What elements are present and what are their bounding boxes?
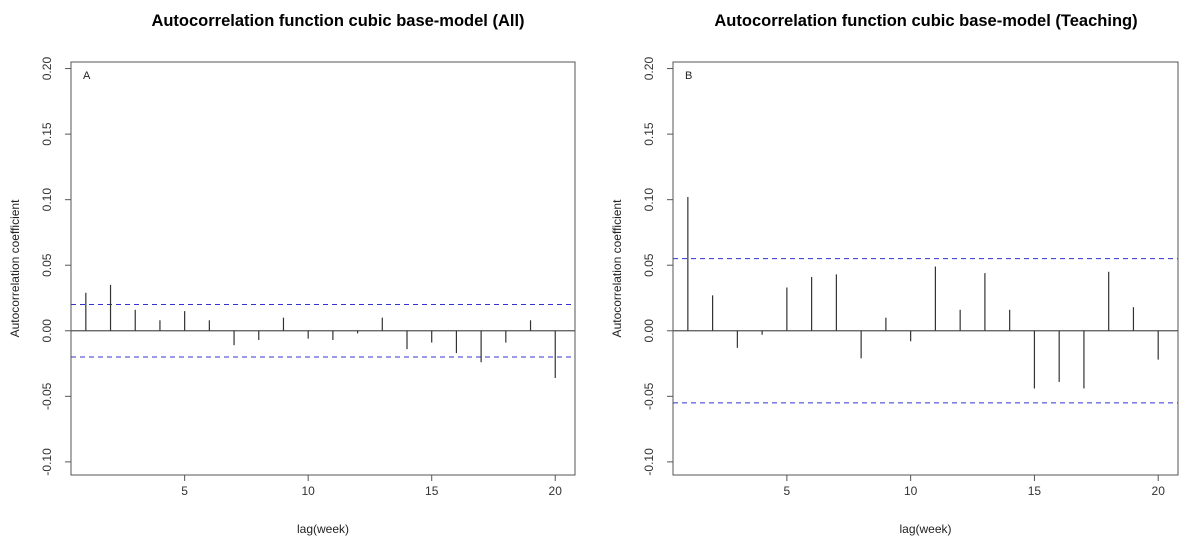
panel-label: A	[83, 70, 91, 82]
y-tick-label: -0.10	[642, 448, 656, 476]
x-axis-label: lag(week)	[297, 522, 349, 536]
chart-title: Autocorrelation function cubic base-mode…	[714, 12, 1137, 30]
y-tick-label: -0.05	[642, 382, 656, 410]
x-tick-label: 20	[1152, 484, 1166, 498]
y-tick-label: 0.15	[40, 122, 54, 146]
plot-frame	[70, 61, 576, 476]
chart-title: Autocorrelation function cubic base-mode…	[151, 12, 524, 30]
y-tick-label: 0.20	[642, 57, 656, 81]
x-tick-label: 5	[784, 484, 791, 498]
panel-label: B	[685, 70, 692, 82]
y-tick-label: 0.00	[40, 319, 54, 343]
x-axis-label: lag(week)	[899, 522, 951, 536]
y-tick-label: 0.15	[642, 122, 656, 146]
y-axis-label: Autocorrelation coefficient	[610, 199, 624, 338]
y-tick-label: 0.05	[40, 253, 54, 277]
y-tick-label: 0.20	[40, 57, 54, 81]
plot-frame	[672, 61, 1179, 476]
y-axis-label: Autocorrelation coefficient	[8, 199, 22, 338]
x-tick-label: 10	[301, 484, 315, 498]
y-tick-label: 0.00	[642, 319, 656, 343]
y-tick-label: 0.05	[642, 253, 656, 277]
y-tick-label: -0.05	[40, 382, 54, 410]
y-tick-label: 0.10	[642, 188, 656, 212]
x-tick-label: 5	[181, 484, 188, 498]
y-tick-label: 0.10	[40, 188, 54, 212]
acf-panel-b: Autocorrelation function cubic base-mode…	[610, 12, 1179, 536]
acf-panel-a: Autocorrelation function cubic base-mode…	[8, 12, 576, 536]
x-tick-label: 15	[1028, 484, 1042, 498]
y-tick-label: -0.10	[40, 448, 54, 476]
x-tick-label: 20	[549, 484, 563, 498]
x-tick-label: 15	[425, 484, 439, 498]
x-tick-label: 10	[904, 484, 918, 498]
